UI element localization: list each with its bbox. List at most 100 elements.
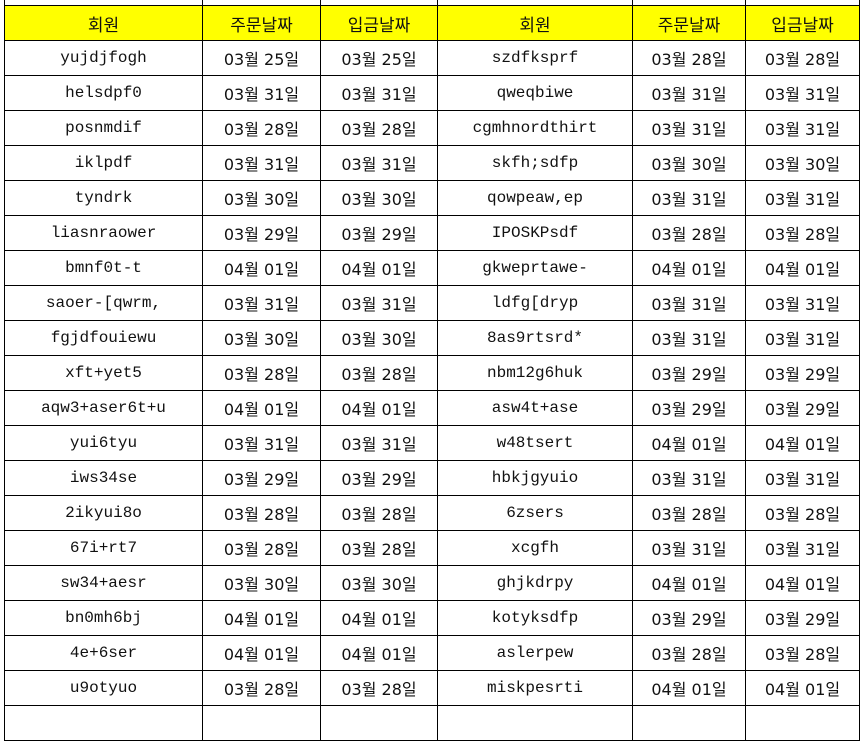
order-date-cell[interactable]: 03월 30일: [202, 180, 321, 216]
order-date-cell[interactable]: 03월 31일: [202, 285, 321, 321]
order-date-cell[interactable]: 03월 30일: [202, 565, 321, 601]
order-date-cell[interactable]: 03월 31일: [632, 320, 746, 356]
member-cell[interactable]: ldfg[dryp: [437, 285, 633, 321]
order-date-cell[interactable]: 03월 25일: [202, 40, 321, 76]
payment-date-cell[interactable]: 03월 31일: [745, 180, 860, 216]
payment-date-cell[interactable]: 03월 28일: [320, 670, 438, 706]
header-payment-date[interactable]: 입금날짜: [745, 5, 860, 41]
payment-date-cell[interactable]: 04월 01일: [745, 250, 860, 286]
payment-date-cell[interactable]: 03월 30일: [320, 320, 438, 356]
payment-date-cell[interactable]: 03월 31일: [320, 285, 438, 321]
member-cell[interactable]: sw34+aesr: [4, 565, 203, 601]
order-date-cell[interactable]: 03월 28일: [632, 215, 746, 251]
member-cell[interactable]: 6zsers: [437, 495, 633, 531]
member-cell[interactable]: miskpesrti: [437, 670, 633, 706]
member-cell[interactable]: aslerpew: [437, 635, 633, 671]
member-cell[interactable]: posnmdif: [4, 110, 203, 146]
order-date-cell[interactable]: 03월 28일: [202, 110, 321, 146]
payment-date-cell[interactable]: 03월 28일: [745, 495, 860, 531]
order-date-cell[interactable]: 03월 28일: [202, 530, 321, 566]
payment-date-cell[interactable]: 04월 01일: [320, 250, 438, 286]
order-date-cell[interactable]: 03월 31일: [202, 145, 321, 181]
order-date-cell[interactable]: 03월 29일: [632, 355, 746, 391]
member-cell[interactable]: yujdjfogh: [4, 40, 203, 76]
order-date-cell[interactable]: 03월 29일: [202, 460, 321, 496]
payment-date-cell[interactable]: 03월 31일: [745, 530, 860, 566]
member-cell[interactable]: liasnraower: [4, 215, 203, 251]
header-payment-date[interactable]: 입금날짜: [320, 5, 438, 41]
order-date-cell[interactable]: 04월 01일: [202, 250, 321, 286]
payment-date-cell[interactable]: 03월 28일: [320, 495, 438, 531]
member-cell[interactable]: qowpeaw,ep: [437, 180, 633, 216]
order-date-cell[interactable]: 03월 28일: [202, 495, 321, 531]
payment-date-cell[interactable]: 03월 29일: [745, 355, 860, 391]
order-date-cell[interactable]: 03월 28일: [202, 670, 321, 706]
payment-date-cell[interactable]: 03월 28일: [745, 215, 860, 251]
order-date-cell[interactable]: 03월 28일: [202, 355, 321, 391]
member-cell[interactable]: hbkjgyuio: [437, 460, 633, 496]
member-cell[interactable]: 8as9rtsrd*: [437, 320, 633, 356]
header-order-date[interactable]: 주문날짜: [632, 5, 746, 41]
order-date-cell[interactable]: 04월 01일: [202, 635, 321, 671]
member-cell[interactable]: qweqbiwe: [437, 75, 633, 111]
order-date-cell[interactable]: 03월 31일: [632, 180, 746, 216]
order-date-cell[interactable]: 03월 29일: [632, 600, 746, 636]
payment-date-cell[interactable]: 03월 31일: [745, 320, 860, 356]
payment-date-cell[interactable]: 03월 28일: [745, 40, 860, 76]
order-date-cell[interactable]: 03월 31일: [632, 75, 746, 111]
payment-date-cell[interactable]: 03월 28일: [320, 530, 438, 566]
member-cell[interactable]: asw4t+ase: [437, 390, 633, 426]
payment-date-cell[interactable]: 03월 31일: [745, 75, 860, 111]
member-cell[interactable]: xcgfh: [437, 530, 633, 566]
payment-date-cell[interactable]: 03월 29일: [320, 215, 438, 251]
member-cell[interactable]: 67i+rt7: [4, 530, 203, 566]
payment-date-cell[interactable]: 03월 30일: [320, 180, 438, 216]
payment-date-cell[interactable]: 03월 28일: [745, 635, 860, 671]
order-date-cell[interactable]: 04월 01일: [202, 390, 321, 426]
member-cell[interactable]: nbm12g6huk: [437, 355, 633, 391]
order-date-cell[interactable]: 03월 28일: [632, 495, 746, 531]
member-cell[interactable]: bn0mh6bj: [4, 600, 203, 636]
member-cell[interactable]: fgjdfouiewu: [4, 320, 203, 356]
payment-date-cell[interactable]: 03월 28일: [320, 355, 438, 391]
payment-date-cell[interactable]: 04월 01일: [745, 670, 860, 706]
payment-date-cell[interactable]: 03월 29일: [745, 390, 860, 426]
order-date-cell[interactable]: 03월 29일: [632, 390, 746, 426]
order-date-cell[interactable]: 03월 31일: [632, 460, 746, 496]
order-date-cell[interactable]: 03월 28일: [632, 635, 746, 671]
order-date-cell[interactable]: 04월 01일: [632, 250, 746, 286]
order-date-cell[interactable]: 04월 01일: [632, 670, 746, 706]
member-cell[interactable]: skfh;sdfp: [437, 145, 633, 181]
payment-date-cell[interactable]: 03월 25일: [320, 40, 438, 76]
member-cell[interactable]: yui6tyu: [4, 425, 203, 461]
order-date-cell[interactable]: 04월 01일: [202, 600, 321, 636]
payment-date-cell[interactable]: 03월 31일: [320, 425, 438, 461]
payment-date-cell[interactable]: 04월 01일: [745, 425, 860, 461]
member-cell[interactable]: w48tsert: [437, 425, 633, 461]
order-date-cell[interactable]: 03월 31일: [632, 285, 746, 321]
member-cell[interactable]: szdfksprf: [437, 40, 633, 76]
member-cell[interactable]: u9otyuo: [4, 670, 203, 706]
order-date-cell[interactable]: 04월 01일: [632, 425, 746, 461]
member-cell[interactable]: 2ikyui8o: [4, 495, 203, 531]
member-cell[interactable]: ghjkdrpy: [437, 565, 633, 601]
header-member[interactable]: 회원: [437, 5, 633, 41]
payment-date-cell[interactable]: 04월 01일: [320, 635, 438, 671]
member-cell[interactable]: cgmhnordthirt: [437, 110, 633, 146]
member-cell[interactable]: tyndrk: [4, 180, 203, 216]
member-cell[interactable]: iws34se: [4, 460, 203, 496]
member-cell[interactable]: xft+yet5: [4, 355, 203, 391]
payment-date-cell[interactable]: 03월 29일: [745, 600, 860, 636]
payment-date-cell[interactable]: 03월 31일: [320, 75, 438, 111]
order-date-cell[interactable]: 03월 31일: [632, 110, 746, 146]
payment-date-cell[interactable]: 04월 01일: [320, 390, 438, 426]
member-cell[interactable]: iklpdf: [4, 145, 203, 181]
payment-date-cell[interactable]: 04월 01일: [745, 565, 860, 601]
order-date-cell[interactable]: 03월 30일: [202, 320, 321, 356]
order-date-cell[interactable]: 03월 29일: [202, 215, 321, 251]
header-order-date[interactable]: 주문날짜: [202, 5, 321, 41]
payment-date-cell[interactable]: 03월 29일: [320, 460, 438, 496]
payment-date-cell[interactable]: 03월 28일: [320, 110, 438, 146]
header-member[interactable]: 회원: [4, 5, 203, 41]
payment-date-cell[interactable]: 03월 31일: [320, 145, 438, 181]
